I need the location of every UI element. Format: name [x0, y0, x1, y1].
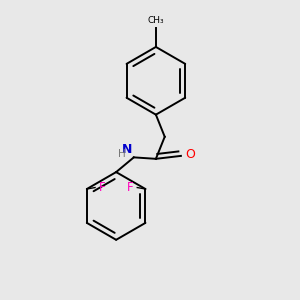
Text: F: F: [99, 181, 105, 194]
Text: N: N: [122, 143, 132, 156]
Text: H: H: [118, 149, 126, 159]
Text: F: F: [127, 181, 134, 194]
Text: O: O: [185, 148, 195, 161]
Text: CH₃: CH₃: [148, 16, 164, 25]
